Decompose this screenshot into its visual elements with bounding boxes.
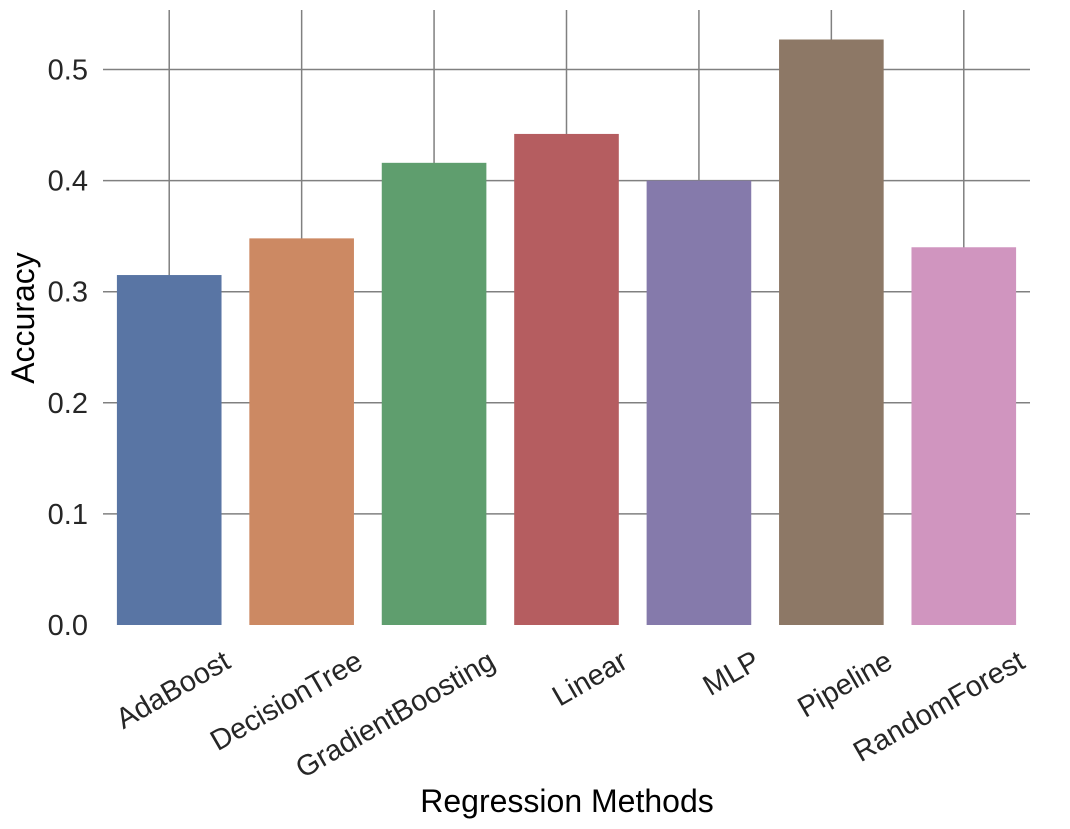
y-tick-label: 0.3 bbox=[48, 277, 88, 309]
x-tick-label: Linear bbox=[547, 645, 633, 713]
y-tick-label: 0.1 bbox=[48, 499, 88, 531]
bar-decisiontree bbox=[249, 238, 354, 625]
y-tick-label: 0.4 bbox=[48, 166, 88, 198]
bar-pipeline bbox=[779, 39, 884, 626]
y-tick-labels: 0.0 0.1 0.2 0.3 0.4 0.5 bbox=[48, 55, 88, 643]
bar-mlp bbox=[646, 180, 752, 625]
bar-gradientboosting bbox=[381, 162, 487, 625]
y-tick-label: 0.0 bbox=[48, 610, 88, 642]
y-tick-label: 0.5 bbox=[48, 55, 88, 87]
bar-adaboost bbox=[116, 275, 222, 625]
y-axis-label: Accuracy bbox=[5, 252, 41, 384]
x-tick-label: MLP bbox=[698, 645, 766, 703]
x-axis-label: Regression Methods bbox=[420, 783, 713, 819]
x-tick-label: Pipeline bbox=[792, 645, 897, 724]
bar-linear bbox=[514, 133, 619, 626]
y-tick-label: 0.2 bbox=[48, 388, 88, 420]
bar-randomforest bbox=[911, 247, 1017, 625]
bars-layer bbox=[116, 39, 1017, 626]
